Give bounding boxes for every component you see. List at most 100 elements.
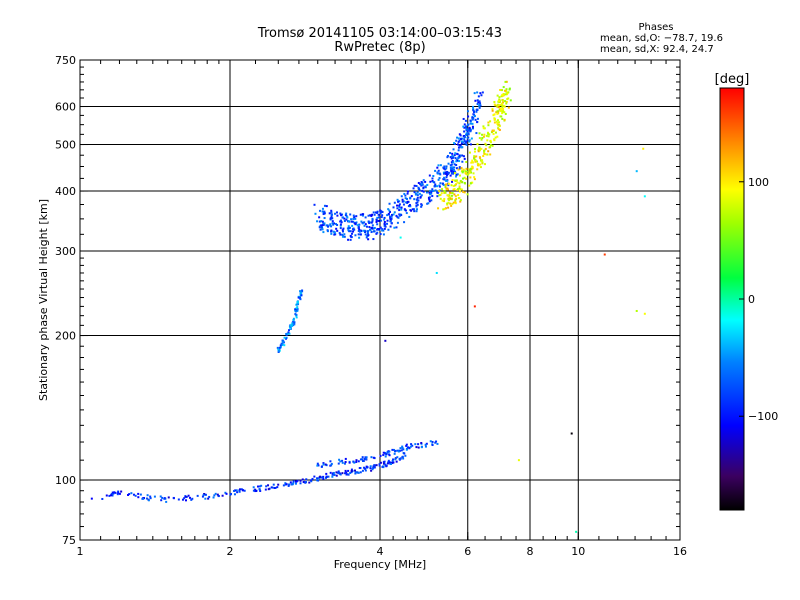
data-point [379,209,382,212]
data-point [413,184,416,187]
data-point [466,110,469,113]
data-point [371,468,374,471]
data-point [466,193,469,196]
data-point [284,337,287,340]
data-point [264,488,267,491]
data-point [357,460,360,463]
data-point [428,198,431,201]
data-point [216,493,219,496]
data-point [301,290,304,293]
data-point [508,88,511,91]
data-point [496,94,499,97]
data-point [405,197,408,200]
data-point [489,120,492,123]
data-point [429,440,432,443]
data-point [341,461,344,464]
data-point [433,181,436,184]
data-point [360,220,363,223]
data-point [377,219,380,222]
stray-point [473,305,476,308]
data-point [370,469,373,472]
data-point [356,224,359,227]
data-point [346,216,349,219]
data-point [463,191,466,194]
data-point [305,478,308,481]
data-point [491,144,494,147]
data-point [456,173,459,176]
data-point [472,110,475,113]
data-point [429,180,432,183]
data-point [386,214,389,217]
data-point [267,488,270,491]
data-point [295,316,298,319]
data-point [451,166,454,169]
data-point [401,445,404,448]
data-point [325,472,328,475]
data-point [475,132,478,135]
colorbar-tick-label: 0 [748,293,755,306]
data-point [340,221,343,224]
data-point [479,163,482,166]
data-point [473,176,476,179]
data-point [344,469,347,472]
data-point [395,460,398,463]
data-point [357,230,360,233]
data-point [505,93,508,96]
data-point [335,211,338,214]
data-point [329,471,332,474]
data-point [331,220,334,223]
data-point [447,184,450,187]
data-point [291,322,294,325]
data-point [369,467,372,470]
data-point [415,446,418,449]
data-point [445,176,448,179]
data-point [338,458,341,461]
data-point [324,463,327,466]
data-point [359,213,362,216]
data-point [398,206,401,209]
data-point [403,221,406,224]
data-point [396,204,399,207]
data-point [477,101,480,104]
data-point [479,102,482,105]
data-point [494,136,497,139]
data-point [233,489,236,492]
data-point [294,310,297,313]
data-point [409,196,412,199]
data-point [363,231,366,234]
data-point [438,177,441,180]
data-point [270,486,273,489]
data-point [349,213,352,216]
data-point [457,168,460,171]
data-point [375,232,378,235]
data-point [346,227,349,230]
stray-point [643,312,646,315]
data-point [289,326,292,329]
data-point [364,456,367,459]
data-point [330,464,333,467]
data-point [446,170,449,173]
data-point [454,157,457,160]
data-point [389,215,392,218]
data-point [465,167,468,170]
data-point [388,209,391,212]
data-point [463,142,466,145]
data-point [420,442,423,445]
data-point [363,221,366,224]
data-point [451,167,454,170]
data-point [352,227,355,230]
data-point [449,164,452,167]
data-point [424,445,427,448]
data-point [363,229,366,232]
data-point [481,159,484,162]
data-point [492,114,495,117]
data-point [393,201,396,204]
data-point [487,150,490,153]
data-point [292,318,295,321]
data-point [431,188,434,191]
data-point [449,174,452,177]
data-point [420,183,423,186]
data-point [471,125,474,128]
data-point [442,178,445,181]
